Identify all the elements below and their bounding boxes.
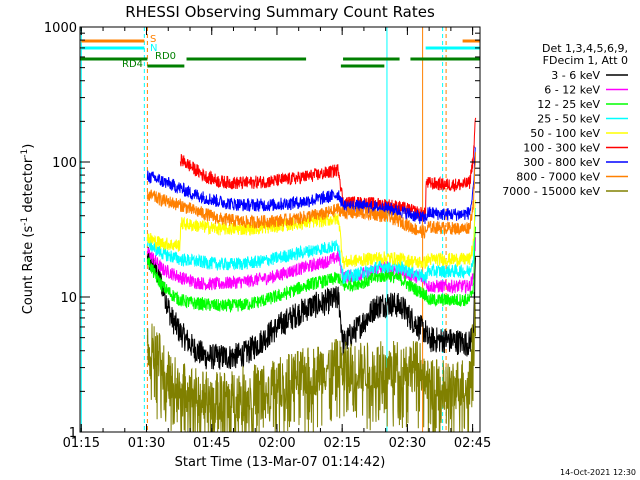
series-line-5	[179, 117, 477, 220]
legend-label: 7000 - 15000 keV	[502, 185, 600, 198]
legend-label: 12 - 25 keV	[537, 98, 600, 111]
series-line-3	[146, 207, 476, 284]
footer-timestamp: 14-Oct-2021 12:30	[560, 468, 636, 477]
legend-header: Det 1,3,4,5,6,9,	[542, 42, 628, 55]
x-axis-label: Start Time (13-Mar-07 01:14:42)	[175, 455, 386, 470]
y-tick-label: 1000	[44, 21, 77, 36]
y-axis-ticks: 1 10 100 1000	[44, 21, 480, 441]
y-tick-label: 10	[60, 291, 77, 306]
flag-label: RD0	[155, 51, 176, 62]
legend-label: 800 - 7000 keV	[516, 171, 600, 184]
legend-label: 25 - 50 keV	[537, 113, 600, 126]
legend-header: FDecim 1, Att 0	[543, 54, 628, 67]
y-tick-label: 100	[52, 156, 77, 171]
x-axis-ticks: 01:15 01:30 01:45 02:00 02:15 02:30 02:45	[63, 27, 491, 451]
legend-label: 50 - 100 keV	[530, 127, 600, 140]
series-line-7	[146, 152, 476, 239]
legend-label: 100 - 300 keV	[523, 142, 600, 155]
y-tick-label: 1	[69, 426, 77, 441]
plot-frame	[79, 26, 481, 433]
flag-label: N	[150, 43, 157, 54]
x-tick-label: 02:30	[389, 436, 426, 451]
x-tick-label: 02:15	[323, 436, 360, 451]
series-line-2	[146, 226, 476, 313]
chart-title: RHESSI Observing Summary Count Rates	[125, 3, 435, 21]
legend-label: 3 - 6 keV	[551, 69, 600, 82]
y-axis-label: Count Rate (s-1 detector-1)	[20, 144, 36, 315]
legend-label: 6 - 12 keV	[544, 84, 600, 97]
legend: Det 1,3,4,5,6,9,FDecim 1, Att 0 3 - 6 keV…	[502, 42, 628, 198]
flag-label: S	[150, 34, 156, 45]
x-tick-label: 01:45	[193, 436, 230, 451]
x-tick-label: 01:15	[63, 436, 100, 451]
flag-label: RD4	[122, 59, 143, 70]
series-line-8	[146, 298, 476, 432]
legend-label: 300 - 800 keV	[523, 156, 600, 169]
x-tick-label: 01:30	[128, 436, 165, 451]
series-line-6	[146, 146, 476, 225]
x-tick-label: 02:45	[454, 436, 491, 451]
series-line-0	[146, 247, 476, 370]
x-tick-label: 02:00	[258, 436, 295, 451]
